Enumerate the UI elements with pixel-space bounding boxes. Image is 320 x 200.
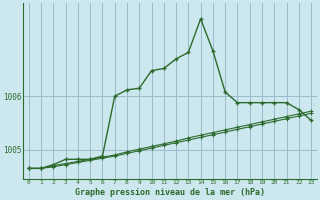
X-axis label: Graphe pression niveau de la mer (hPa): Graphe pression niveau de la mer (hPa) [75,188,265,197]
